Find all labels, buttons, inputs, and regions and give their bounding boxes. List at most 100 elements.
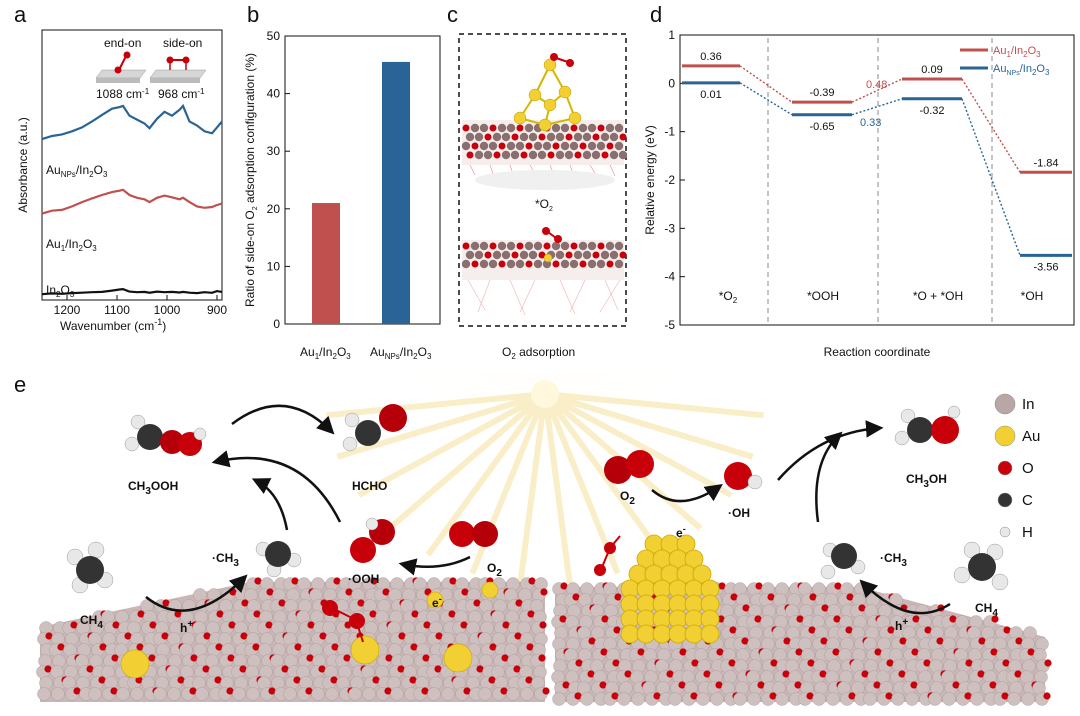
panel-b-ticks: 0 10 20 30 40 50 xyxy=(267,29,290,331)
level-label-0-1: -0.39 xyxy=(809,87,834,99)
panel-a-xlabel: Wavenumber (cm-1) xyxy=(60,317,166,333)
ch3-radical-right xyxy=(820,542,866,580)
b-ytick-label: 10 xyxy=(267,259,281,273)
level-label-1-3: -3.56 xyxy=(1033,261,1058,273)
atom-legend: In Au OCH xyxy=(994,393,1040,541)
legend-atom-H xyxy=(999,526,1011,538)
inset-side-on-wavenumber: 968 cm-1 xyxy=(158,87,205,101)
d-category-label: *O2 xyxy=(719,289,738,305)
end-on-slab-icon xyxy=(95,51,147,83)
legend-atom-label-O: O xyxy=(1022,460,1034,477)
panel-d-category-labels: *O2 *OOH *O + *OH *OH xyxy=(719,289,1044,305)
panel-b-frame xyxy=(284,35,441,325)
label-ch3-right: ·CH3 xyxy=(880,551,907,569)
panel-a-ticks: 1200 1100 1000 900 xyxy=(54,295,227,317)
au-nanoparticle xyxy=(620,534,720,644)
a-xtick-label: 1200 xyxy=(54,303,81,317)
legend-atom-O xyxy=(997,460,1013,476)
d-ytick-label: 1 xyxy=(668,28,675,42)
d-ytick-label: -1 xyxy=(664,125,675,139)
spectrum-line-2 xyxy=(41,287,223,296)
inset-side-on-label: side-on xyxy=(163,36,202,50)
ch3ooh-molecule xyxy=(124,414,207,456)
panel-b-cat-label-aunps: AuNPs/In2O3 xyxy=(370,345,432,361)
panel-d-dividers xyxy=(767,38,993,322)
panel-c-dashed-frame xyxy=(458,33,627,327)
d-category-label: *O + *OH xyxy=(913,289,963,303)
panel-c-star-o2: *O2 xyxy=(535,197,553,213)
legend-atom-label-C: C xyxy=(1022,492,1033,509)
level-label-0-0: 0.36 xyxy=(700,51,721,63)
connector-1-1 xyxy=(851,98,903,116)
panel-letter-d: d xyxy=(650,2,663,27)
level-label-1-1: -0.65 xyxy=(809,121,834,133)
reaction-arrows xyxy=(145,404,951,615)
panel-d-chart: 1 0 -1 -2 -3 -4 -5 0.36 -0.39 0.09 -1.84 0.01 -0.65… xyxy=(643,28,1075,359)
panel-a-frame xyxy=(41,29,223,301)
o2-molecule-left xyxy=(449,521,498,547)
barrier-label-au1: 0.48 xyxy=(866,79,887,91)
b-ytick-label: 40 xyxy=(267,87,281,101)
series-label-aunps: AuNPs/In2O3 xyxy=(46,163,108,179)
legend-aunps-label: AuNPs/In2O3 xyxy=(993,63,1050,77)
label-electron-left: e- xyxy=(432,594,442,610)
series-label-in2o3: In2O3 xyxy=(46,283,75,299)
panel-letter-b: b xyxy=(247,2,260,27)
ch3oh-molecule xyxy=(894,405,961,446)
spectrum-line-1 xyxy=(41,188,223,215)
panel-a-curves xyxy=(41,103,223,296)
connector-0-0 xyxy=(739,65,793,103)
d-ytick-label: -3 xyxy=(664,221,675,235)
adsorbed-o2-left xyxy=(322,600,365,643)
legend-atom-label-H: H xyxy=(1022,524,1033,541)
panel-d-levels: 0.36 -0.39 0.09 -1.84 0.01 -0.65 -0.32 -3.56 0.4… xyxy=(682,51,1072,273)
ooh-radical xyxy=(350,517,395,563)
connector-0-1 xyxy=(851,78,903,103)
a-xtick-label: 1000 xyxy=(154,303,181,317)
ch4-molecule-right xyxy=(953,541,1009,591)
label-ch3oh: CH3OH xyxy=(906,472,947,490)
panel-d-xlabel: Reaction coordinate xyxy=(824,345,931,359)
au-single-atom-structure xyxy=(461,227,627,316)
b-ytick-label: 30 xyxy=(267,144,281,158)
panel-c-caption: O2 adsorption xyxy=(502,345,575,361)
panel-a-ylabel: Absorbance (a.u.) xyxy=(16,117,30,212)
connector-0-2 xyxy=(961,78,1021,173)
panel-letter-c: c xyxy=(447,2,458,27)
b-ytick-label: 20 xyxy=(267,202,281,216)
ch4-molecule-left xyxy=(66,541,114,594)
side-on-slab-icon xyxy=(149,56,207,83)
b-ytick-label: 0 xyxy=(273,317,280,331)
label-oh-right: ·OH xyxy=(728,506,750,520)
panel-d-legend: Au1/In2O3 AuNPs/In2O3 xyxy=(960,45,1050,77)
connector-1-2 xyxy=(961,98,1021,256)
label-ooh: ·OOH xyxy=(348,572,379,586)
level-label-0-2: 0.09 xyxy=(921,64,942,76)
panel-a-chart: 1200 1100 1000 900 Absorbance (a.u.) Wavenu… xyxy=(16,29,227,333)
in2o3-surface-left xyxy=(36,577,550,702)
legend-atom-label-Au: Au xyxy=(1022,428,1040,445)
oh-radical-right xyxy=(724,462,763,490)
panel-c-structures: *O2 O2 adsorption xyxy=(458,33,628,361)
label-ch4-left: CH4 xyxy=(80,613,103,631)
panel-letter-e: e xyxy=(14,372,27,397)
ch3-radical-left xyxy=(255,541,302,578)
label-ch4-right: CH4 xyxy=(975,601,998,619)
o2-molecule-right xyxy=(604,450,654,484)
spectrum-line-0 xyxy=(41,103,223,141)
d-category-label: *OH xyxy=(1021,289,1044,303)
panel-b-cat-label-au1: Au1/In2O3 xyxy=(300,345,351,361)
legend-atom-C xyxy=(997,492,1013,508)
panel-b-bars xyxy=(312,61,410,325)
legend-au1-label: Au1/In2O3 xyxy=(993,45,1041,59)
legend-atom-Au xyxy=(994,425,1016,447)
hcho-molecule xyxy=(342,404,407,452)
legend-atom-In xyxy=(994,393,1016,415)
level-label-1-2: -0.32 xyxy=(919,105,944,117)
panel-d-ticks: 1 0 -1 -2 -3 -4 -5 xyxy=(664,28,685,332)
inset-end-on-label: end-on xyxy=(104,36,141,50)
level-label-1-0: 0.01 xyxy=(700,89,721,101)
panel-e-scheme: CH3OOH HCHO ·CH3 ·OOH O2 CH4 h+ e- O2 ·O… xyxy=(36,372,1052,706)
label-ch3ooh: CH3OOH xyxy=(128,479,178,497)
bar-1 xyxy=(382,61,410,325)
